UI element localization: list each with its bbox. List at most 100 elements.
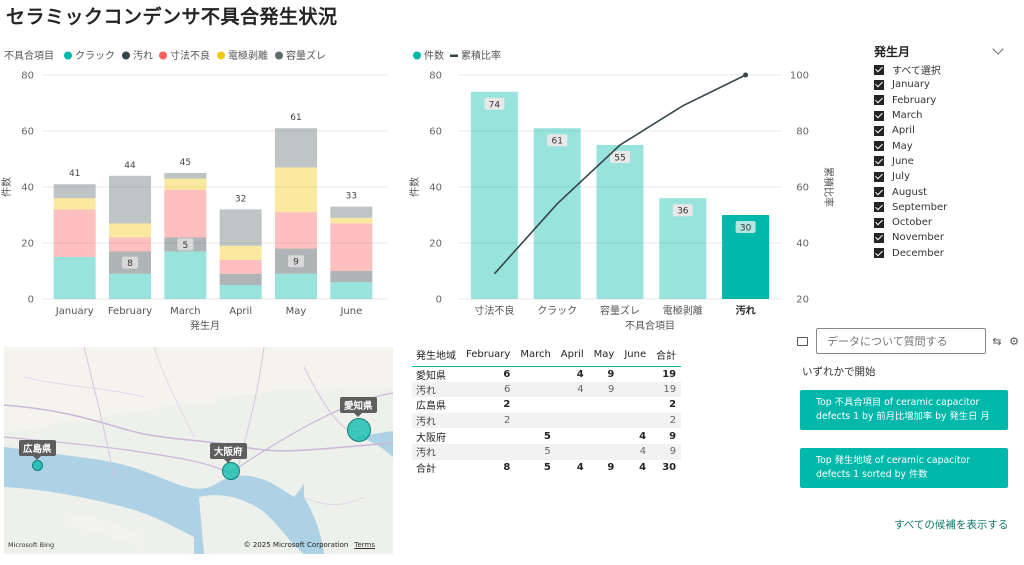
slicer-item[interactable]: March	[874, 108, 1016, 123]
slicer-item[interactable]: December	[874, 246, 1016, 261]
slicer-item[interactable]: October	[874, 215, 1016, 230]
legend-item[interactable]: クラック	[75, 50, 115, 62]
bar[interactable]	[596, 145, 644, 299]
slicer-title: 発生月	[874, 44, 911, 59]
bar-segment[interactable]	[53, 257, 96, 299]
bar-segment[interactable]	[109, 273, 151, 299]
bar-segment[interactable]	[219, 209, 262, 246]
bar-segment[interactable]	[330, 223, 373, 271]
matrix-column-header[interactable]: 合計	[651, 344, 682, 367]
checkbox-checked-icon[interactable]	[874, 202, 884, 213]
matrix-row-header[interactable]: 汚れ	[412, 381, 461, 398]
slicer-item[interactable]: January	[874, 77, 1016, 92]
slicer-item-label: June	[892, 155, 914, 167]
slicer-item-label: September	[892, 201, 948, 213]
share-icon[interactable]: ⇆	[992, 334, 1002, 348]
legend-item[interactable]: 累積比率	[461, 49, 501, 62]
bar-segment[interactable]	[275, 212, 317, 249]
bar-segment[interactable]	[53, 184, 96, 199]
slicer-item[interactable]: November	[874, 230, 1016, 245]
qa-suggestion-button-2[interactable]: Top 発生地域 of ceramic capacitor defects 1 …	[800, 448, 1008, 488]
slicer-item[interactable]: May	[874, 138, 1016, 153]
bar-segment[interactable]	[109, 237, 151, 252]
bar-segment[interactable]	[275, 273, 317, 299]
bar-segment[interactable]	[109, 175, 151, 224]
bar-segment[interactable]	[53, 209, 96, 257]
checkbox-checked-icon[interactable]	[874, 64, 884, 75]
bar-segment[interactable]	[219, 273, 262, 285]
checkbox-checked-icon[interactable]	[874, 141, 884, 152]
chevron-down-icon[interactable]	[992, 43, 1004, 55]
region-map[interactable]: 広島県 大阪府 愛知県 Microsoft Bing © 2025 Micros…	[4, 347, 393, 554]
matrix-cell: 5	[515, 443, 556, 460]
bar-segment[interactable]	[53, 198, 96, 210]
gear-icon[interactable]: ⚙	[1009, 334, 1019, 348]
matrix-row-header[interactable]: 汚れ	[412, 443, 461, 460]
matrix-column-header[interactable]: 発生地域	[412, 344, 461, 367]
matrix-row-header[interactable]: 汚れ	[412, 412, 461, 429]
bar-segment[interactable]	[109, 223, 151, 238]
matrix-column-header[interactable]: April	[555, 344, 589, 367]
bar-segment[interactable]	[330, 271, 373, 283]
terms-link[interactable]: Terms	[354, 541, 375, 549]
checkbox-checked-icon[interactable]	[874, 171, 884, 182]
legend-item[interactable]: 汚れ	[133, 49, 153, 62]
bar-segment[interactable]	[330, 217, 373, 224]
bar-segment[interactable]	[219, 259, 262, 274]
matrix-column-header[interactable]: May	[588, 344, 620, 367]
bar-segment[interactable]	[164, 189, 207, 238]
checkbox-checked-icon[interactable]	[874, 110, 884, 121]
bar-segment[interactable]	[164, 251, 207, 299]
checkbox-checked-icon[interactable]	[874, 156, 884, 167]
matrix-row-header[interactable]: 大阪府	[416, 432, 446, 444]
checkbox-checked-icon[interactable]	[874, 248, 884, 259]
slicer-item[interactable]: June	[874, 154, 1016, 169]
matrix-column-header[interactable]: February	[461, 344, 516, 367]
bar-segment[interactable]	[330, 206, 373, 218]
bar-segment[interactable]	[164, 173, 207, 179]
slicer-item[interactable]: すべて選択	[874, 62, 1016, 77]
checkbox-checked-icon[interactable]	[874, 187, 884, 198]
legend-item[interactable]: 件数	[424, 49, 444, 62]
bar-segment[interactable]	[275, 167, 317, 213]
checkbox-checked-icon[interactable]	[874, 95, 884, 106]
bar-segment[interactable]	[219, 285, 262, 299]
bar[interactable]	[533, 128, 581, 299]
stacked-column-chart[interactable]: 不具合項目 クラック 汚れ 寸法不良 電極剥離 容量ズレ 0 20 40 60 80 件数 41 Janu…	[0, 40, 400, 340]
checkbox-checked-icon[interactable]	[874, 79, 884, 90]
bar-segment[interactable]	[219, 245, 262, 260]
slicer-item[interactable]: April	[874, 123, 1016, 138]
legend-item[interactable]: 寸法不良	[170, 49, 210, 62]
bar-segment[interactable]	[164, 178, 207, 190]
matrix-cell: 9	[588, 381, 620, 398]
bar-segment[interactable]	[330, 282, 373, 299]
matrix-row-header[interactable]: 合計	[416, 463, 436, 475]
checkbox-checked-icon[interactable]	[874, 232, 884, 243]
slicer-item[interactable]: February	[874, 93, 1016, 108]
matrix-column-header[interactable]: March	[515, 344, 556, 367]
map-bubble-aichi[interactable]	[347, 418, 371, 442]
data-label-box	[610, 151, 630, 163]
bar-segment[interactable]	[275, 128, 317, 168]
matrix-row-header[interactable]: 愛知県	[416, 370, 446, 382]
qa-question-input[interactable]	[816, 328, 986, 354]
line-point[interactable]	[743, 72, 749, 78]
slicer-item[interactable]: July	[874, 169, 1016, 184]
checkbox-checked-icon[interactable]	[874, 125, 884, 136]
bar[interactable]	[470, 91, 518, 299]
slicer-item-label: March	[892, 110, 923, 122]
slicer-item[interactable]: August	[874, 184, 1016, 199]
x-tick-label: June	[339, 306, 362, 317]
legend-item[interactable]: 電極剥離	[228, 49, 268, 62]
checkbox-checked-icon[interactable]	[874, 217, 884, 228]
slicer-item[interactable]: September	[874, 200, 1016, 215]
show-all-suggestions-link[interactable]: すべての候補を表示する	[894, 519, 1009, 531]
matrix-column-header[interactable]: June	[619, 344, 652, 367]
map-bubble-hiroshima[interactable]	[32, 460, 43, 471]
legend-item[interactable]: 容量ズレ	[286, 49, 326, 62]
matrix-row-header[interactable]: 広島県	[416, 401, 446, 413]
qa-suggestion-button-1[interactable]: Top 不具合項目 of ceramic capacitor defects 1…	[800, 390, 1008, 430]
cumulative-ratio-line[interactable]	[493, 74, 746, 275]
map-bubble-osaka[interactable]	[222, 462, 240, 480]
